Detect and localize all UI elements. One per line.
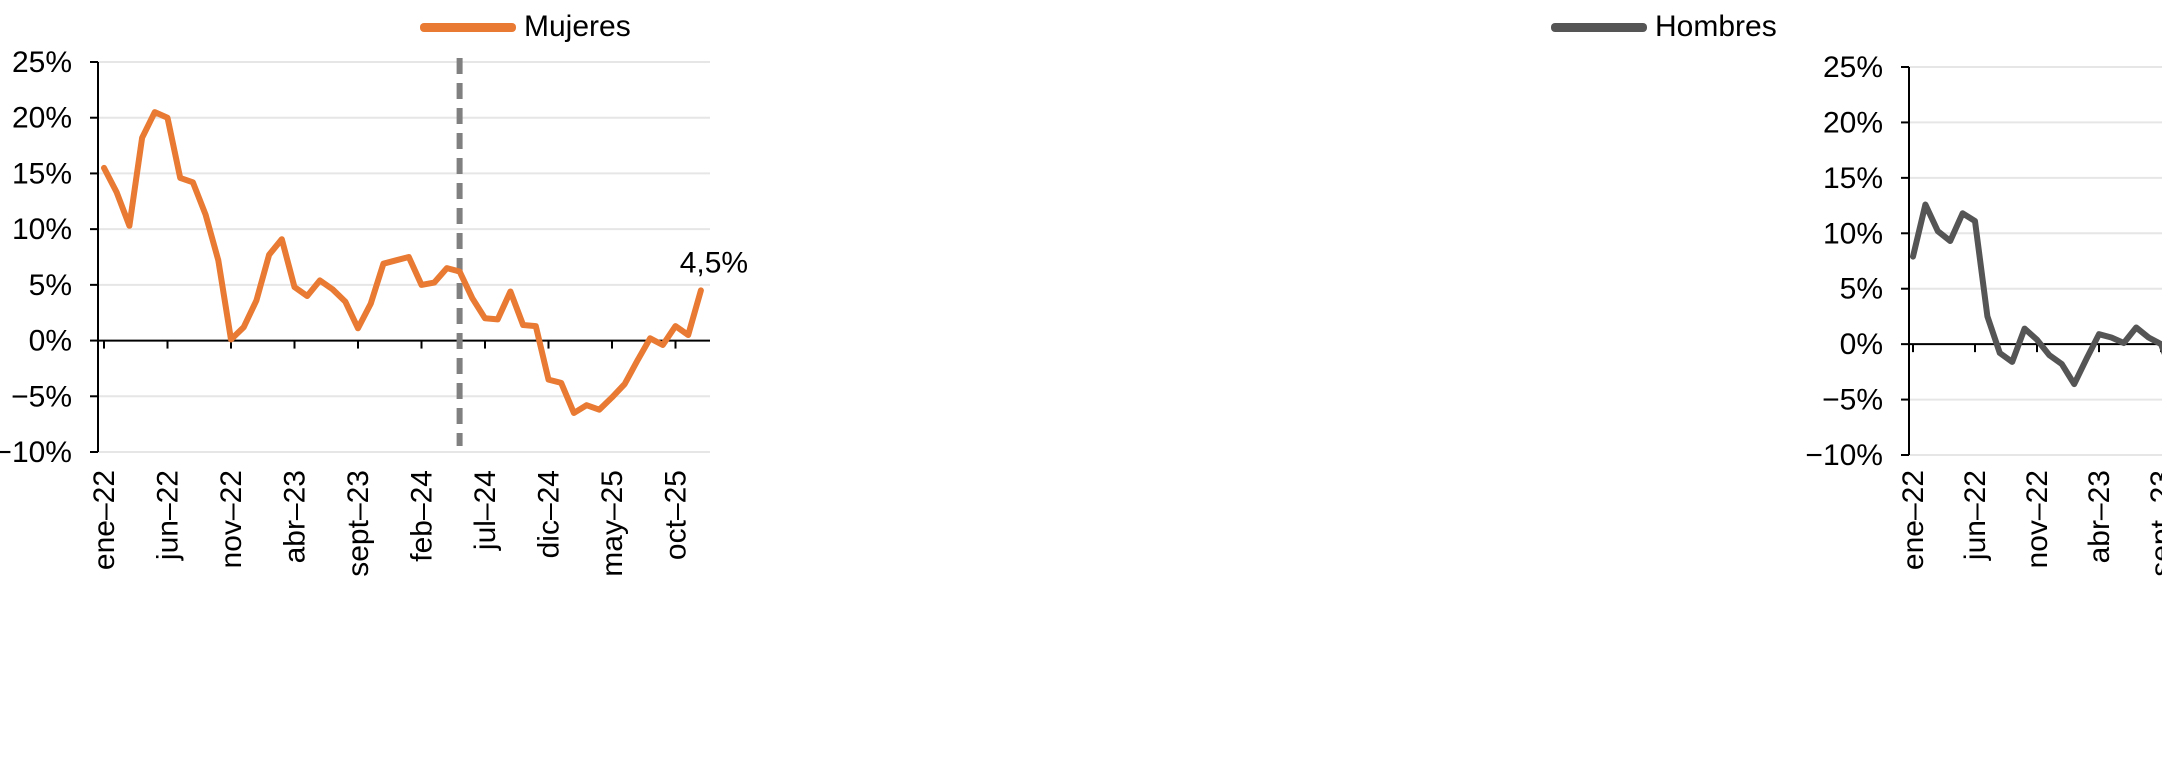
y-tick-label: 0% <box>29 325 72 358</box>
women-chart-panel: Mujeres 25% 20% 15% 10% 5% 0% −5% −10% ene–22 jun… <box>0 0 1081 783</box>
series-line <box>1910 201 2162 388</box>
x-tick-label: jul–24 <box>469 470 502 551</box>
x-tick-label: nov–22 <box>215 470 248 568</box>
y-tick-label: 25% <box>12 46 72 79</box>
legend-women-swatch <box>420 22 516 32</box>
x-tick-label: oct–25 <box>660 470 693 560</box>
y-tick-label: 20% <box>1823 106 1883 139</box>
x-tick-label: may–25 <box>596 470 629 577</box>
x-tick-label: ene–22 <box>1897 470 1930 570</box>
y-tick-label: 0% <box>1840 328 1883 361</box>
y-tick-label: 10% <box>12 213 72 246</box>
legend-men-swatch <box>1551 22 1647 32</box>
y-tick-label: −10% <box>1805 439 1883 472</box>
x-tick-label: feb–24 <box>406 470 439 562</box>
y-tick-label: 25% <box>1823 51 1883 84</box>
x-tick-label: sept–23 <box>342 470 375 577</box>
x-tick-label: nov–22 <box>2021 470 2054 568</box>
y-tick-label: 20% <box>12 102 72 135</box>
legend-women: Mujeres <box>420 10 631 44</box>
y-tick-label: −5% <box>1822 384 1883 417</box>
x-tick-label: abr–23 <box>2083 470 2116 563</box>
y-tick-label: −10% <box>0 436 72 469</box>
legend-women-label: Mujeres <box>524 10 631 43</box>
x-tick-label: sept–23 <box>2145 470 2162 577</box>
x-tick-label: jun–22 <box>152 470 185 561</box>
series-line <box>101 109 704 416</box>
y-tick-label: 5% <box>29 269 72 302</box>
y-tick-label: 15% <box>1823 162 1883 195</box>
men-line-chart: 25% 20% 15% 10% 5% 0% −5% −10% ene–22 jun–22 nov–2… <box>1805 51 2162 577</box>
end-value-label: 4,5% <box>680 246 748 279</box>
y-tick-label: −5% <box>11 380 72 413</box>
x-tick-label: dic–24 <box>533 470 566 558</box>
x-tick-label: abr–23 <box>279 470 312 563</box>
y-tick-label: 10% <box>1823 217 1883 250</box>
y-tick-label: 15% <box>12 157 72 190</box>
women-line-chart: 25% 20% 15% 10% 5% 0% −5% −10% ene–22 jun–22 nov–2… <box>0 46 748 577</box>
x-tick-label: jun–22 <box>1959 470 1992 561</box>
x-tick-label: ene–22 <box>88 470 121 570</box>
legend-men-label: Hombres <box>1655 10 1777 43</box>
legend-men: Hombres <box>1551 10 1777 44</box>
men-chart-panel: Hombres 25% 20% 15% 10% 5% 0% −5% −10% ene–22 jun… <box>1081 0 2162 783</box>
y-tick-label: 5% <box>1840 273 1883 306</box>
